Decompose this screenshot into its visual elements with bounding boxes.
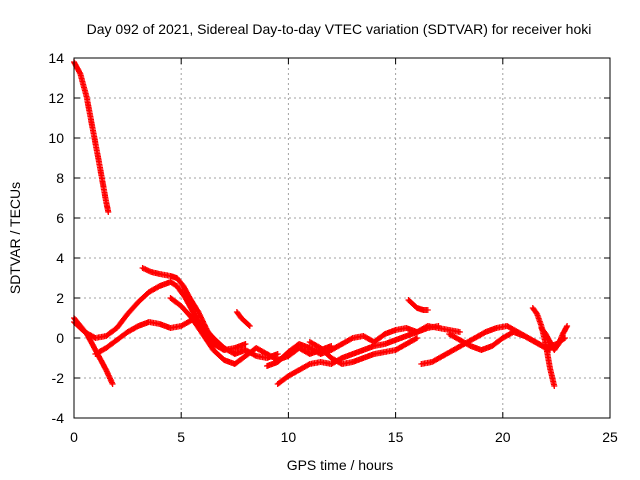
- grid-lines: [74, 58, 610, 418]
- x-axis-label: GPS time / hours: [287, 457, 394, 473]
- series-trace-7: [233, 309, 253, 329]
- series-trace-9: [274, 323, 442, 387]
- data-point-markers: [405, 297, 431, 313]
- y-tick-label: 0: [56, 330, 64, 346]
- chart-title: Day 092 of 2021, Sidereal Day-to-day VTE…: [87, 21, 592, 37]
- data-point-markers: [538, 323, 571, 353]
- y-tick-label: 12: [48, 90, 64, 106]
- x-tick-label: 25: [602, 429, 618, 445]
- y-tick-label: 2: [56, 290, 64, 306]
- data-point-markers: [167, 295, 335, 367]
- axis-ticks: 0 5 10 15 20 25 -4 -2 0 2 4 6 8 10 12 14: [48, 50, 618, 445]
- data-points: [71, 59, 571, 389]
- series-trace-1: [71, 59, 112, 215]
- y-tick-label: 8: [56, 170, 64, 186]
- x-tick-label: 15: [388, 429, 404, 445]
- y-tick-label: 4: [56, 250, 64, 266]
- data-point-markers: [306, 335, 420, 367]
- plot-frame: [73, 57, 611, 419]
- data-point-markers: [274, 323, 442, 387]
- data-point-markers: [139, 265, 228, 353]
- series-trace-10: [306, 335, 420, 367]
- x-tick-label: 20: [495, 429, 511, 445]
- y-tick-label: 10: [48, 130, 64, 146]
- y-tick-label: -2: [52, 370, 65, 386]
- data-point-markers: [71, 279, 249, 353]
- x-tick-label: 5: [177, 429, 185, 445]
- y-tick-label: -4: [52, 410, 65, 426]
- y-axis-label: SDTVAR / TECUs: [7, 182, 23, 294]
- series-trace-5: [139, 265, 228, 353]
- y-tick-label: 14: [48, 50, 64, 66]
- series-trace-3: [71, 279, 249, 353]
- x-tick-label: 10: [281, 429, 297, 445]
- series-trace-15: [538, 323, 571, 353]
- x-tick-label: 0: [70, 429, 78, 445]
- series-trace-6: [167, 295, 335, 367]
- series-trace-11: [405, 297, 431, 313]
- y-tick-label: 6: [56, 210, 64, 226]
- data-point-markers: [71, 59, 112, 215]
- data-point-markers: [233, 309, 253, 329]
